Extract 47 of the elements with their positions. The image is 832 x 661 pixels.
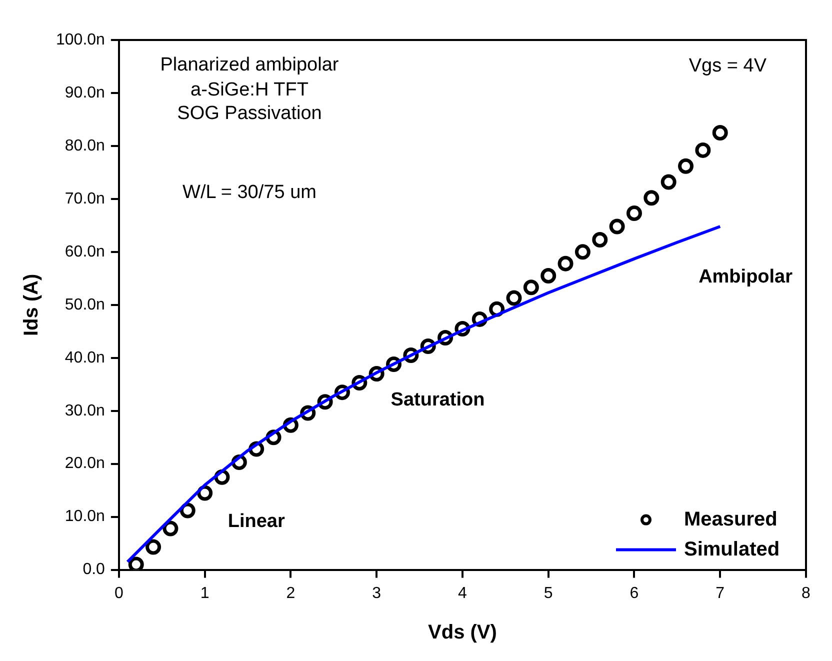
annotation: W/L = 30/75 um <box>182 182 316 203</box>
y-tick-label: 60.0n <box>64 243 105 260</box>
y-tick-label: 50.0n <box>64 296 105 314</box>
x-tick-label: 7 <box>716 584 725 602</box>
y-tick-label: 70.0n <box>64 190 105 208</box>
annotation: a-SiGe:H TFT <box>190 80 309 101</box>
y-tick-label: 30.0n <box>64 402 105 420</box>
y-axis-title: Ids (A) <box>20 274 43 336</box>
legend-label: Simulated <box>684 538 780 560</box>
point <box>626 205 642 221</box>
y-tick-label: 10.0n <box>64 508 105 526</box>
annotation: Ambipolar <box>698 266 794 288</box>
legend-label: Measured <box>684 508 778 530</box>
annotation: Planarized ambipolar <box>160 54 340 76</box>
y-tick-label: 90.0n <box>64 84 105 102</box>
x-tick-label: 2 <box>286 584 296 602</box>
point <box>712 124 728 140</box>
point <box>540 268 556 284</box>
point <box>644 190 660 206</box>
point <box>695 142 711 158</box>
annotation: Saturation <box>390 390 485 410</box>
point <box>609 218 625 234</box>
x-tick-label: 6 <box>630 584 639 602</box>
point <box>574 244 590 260</box>
point <box>146 539 162 555</box>
point <box>660 174 676 190</box>
point <box>523 280 539 296</box>
point <box>506 290 522 306</box>
annotation: Vgs = 4V <box>688 56 767 77</box>
point <box>162 520 178 536</box>
x-tick-label: 3 <box>372 584 382 602</box>
annotation: SOG Passivation <box>177 102 322 124</box>
x-tick-label: 1 <box>200 584 210 602</box>
x-tick-label: 4 <box>458 584 468 602</box>
y-tick-label: 20.0n <box>64 455 105 472</box>
x-tick-label: 0 <box>114 584 124 602</box>
x-tick-label: 8 <box>802 584 811 602</box>
y-tick-label: 40.0n <box>64 349 105 366</box>
y-tick-label: 100.0n <box>56 31 105 48</box>
point <box>678 158 694 174</box>
point <box>592 232 608 248</box>
x-axis-title: Vds (V) <box>428 622 497 644</box>
y-tick-label: 0.0 <box>82 561 106 578</box>
y-tick-label: 80.0n <box>64 137 105 154</box>
point <box>558 256 574 272</box>
x-tick-label: 5 <box>544 584 553 602</box>
annotation: Linear <box>228 510 286 532</box>
